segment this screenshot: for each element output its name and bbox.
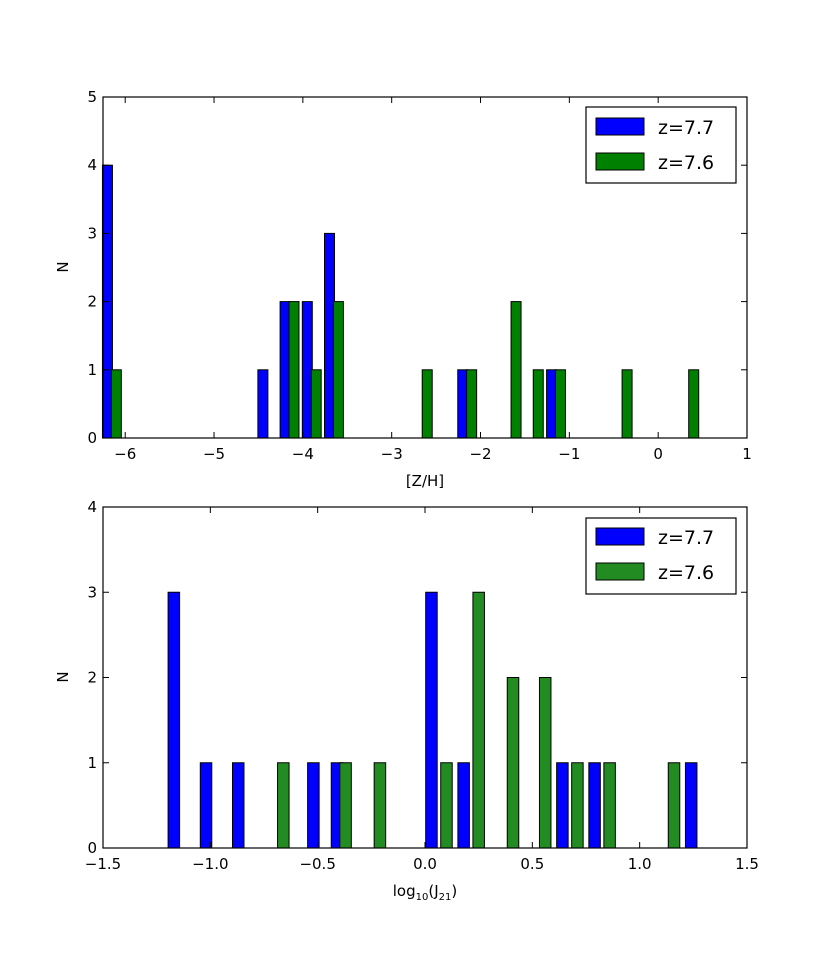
x-axis-label-log: log bbox=[393, 882, 416, 900]
bar-series1-7 bbox=[532, 369, 544, 439]
y-tick-label: 1 bbox=[87, 754, 97, 772]
bar-series1-2 bbox=[373, 762, 387, 849]
x-tick-label: −0.5 bbox=[299, 855, 335, 873]
x-tick-label-group: −1.5 −1.0 −0.5 0.0 0.5 1.0 1.5 bbox=[85, 855, 759, 873]
x-tick-label: −6 bbox=[114, 445, 136, 463]
bar-series0-1 bbox=[199, 762, 213, 849]
y-tick-label: 4 bbox=[87, 498, 97, 516]
y-tick-label: 0 bbox=[87, 429, 97, 447]
bar-series0-3 bbox=[307, 762, 320, 849]
legend-label-z76: z=7.6 bbox=[658, 152, 714, 174]
x-tick-label: −1.0 bbox=[192, 855, 228, 873]
y-tick-label: 2 bbox=[87, 293, 97, 311]
x-tick-label: −4 bbox=[292, 445, 314, 463]
legend: z=7.7 z=7.6 bbox=[585, 517, 737, 595]
y-axis-label: N bbox=[54, 261, 72, 272]
x-tick-label: 0.0 bbox=[413, 855, 437, 873]
legend-label-z77: z=7.7 bbox=[658, 117, 714, 139]
bar-series1-0 bbox=[110, 369, 122, 439]
y-tick-label: 1 bbox=[87, 361, 97, 379]
x-tick-label-group: −6 −5 −4 −3 −2 −1 0 1 bbox=[114, 445, 752, 463]
y-tick-label: 2 bbox=[87, 669, 97, 687]
legend-swatch-z77 bbox=[595, 527, 645, 546]
metallicity-histogram-panel: −6 −5 −4 −3 −2 −1 0 1 0 1 2 3 4 5 [Z/H] N z=7.7 z=7.… bbox=[54, 88, 752, 490]
plot-area-frame bbox=[102, 96, 748, 439]
bar-series0-9 bbox=[684, 762, 698, 849]
y-axis-label: N bbox=[54, 671, 72, 682]
bar-series1-5 bbox=[466, 369, 478, 439]
bar-group bbox=[167, 591, 698, 849]
bar-series1-3 bbox=[332, 301, 344, 439]
x-tick-label: −1.5 bbox=[85, 855, 121, 873]
legend-label-z76: z=7.6 bbox=[658, 562, 714, 584]
bar-series1-0 bbox=[277, 762, 290, 849]
bar-series1-9 bbox=[667, 762, 681, 849]
legend-swatch-z77 bbox=[595, 117, 645, 136]
bar-series0-0 bbox=[167, 591, 181, 849]
y-tick-label: 5 bbox=[87, 88, 97, 106]
bar-series1-3 bbox=[440, 762, 453, 849]
bar-series0-7 bbox=[556, 762, 569, 849]
x-axis-label: log10(J21) bbox=[393, 882, 457, 903]
x-axis-label-arg-sub: 21 bbox=[439, 892, 452, 903]
x-tick-label: 0 bbox=[653, 445, 663, 463]
x-tick-label: 1.0 bbox=[628, 855, 652, 873]
x-axis-label-log-base: 10 bbox=[416, 892, 429, 903]
x-tick-label: −1 bbox=[558, 445, 580, 463]
x-tick-label: −5 bbox=[203, 445, 225, 463]
bar-series1-7 bbox=[571, 762, 584, 849]
bar-series0-8 bbox=[588, 762, 601, 849]
j21-histogram-panel: −1.5 −1.0 −0.5 0.0 0.5 1.0 1.5 0 1 2 3 4 log10(J21… bbox=[54, 498, 759, 903]
y-tick-label: 3 bbox=[87, 224, 97, 242]
legend-swatch-z76 bbox=[595, 562, 645, 581]
bar-series1-1 bbox=[288, 301, 300, 439]
bar-series1-1 bbox=[339, 762, 352, 849]
legend-label-z77: z=7.7 bbox=[658, 527, 714, 549]
bar-series1-8 bbox=[603, 762, 616, 849]
bar-series1-5 bbox=[506, 677, 520, 849]
tick-group bbox=[103, 96, 748, 439]
x-tick-label: 1 bbox=[742, 445, 752, 463]
y-tick-label: 0 bbox=[87, 839, 97, 857]
legend-swatch-z76 bbox=[595, 152, 645, 171]
bar-series1-10 bbox=[688, 369, 700, 439]
bar-series1-2 bbox=[310, 369, 322, 439]
y-tick-label: 3 bbox=[87, 583, 97, 601]
x-axis-label-arg: (J bbox=[428, 882, 438, 900]
bar-series1-4 bbox=[421, 369, 433, 439]
x-tick-label: 1.5 bbox=[735, 855, 759, 873]
bar-series1-8 bbox=[554, 369, 566, 439]
bar-series0-1 bbox=[257, 369, 269, 439]
bar-group bbox=[101, 164, 700, 439]
y-tick-label: 4 bbox=[87, 156, 97, 174]
y-tick-label-group: 0 1 2 3 4 bbox=[87, 498, 97, 857]
x-tick-label: −3 bbox=[381, 445, 403, 463]
bar-series0-6 bbox=[457, 762, 470, 849]
x-axis-label: [Z/H] bbox=[406, 472, 444, 490]
bar-series1-6 bbox=[510, 301, 522, 439]
bar-series0-2 bbox=[231, 762, 245, 849]
x-tick-label: −2 bbox=[469, 445, 491, 463]
legend: z=7.7 z=7.6 bbox=[585, 106, 737, 184]
bar-series0-5 bbox=[425, 591, 438, 849]
x-axis-label-close: ) bbox=[451, 882, 457, 900]
tick-group bbox=[102, 506, 748, 849]
y-tick-label-group: 0 1 2 3 4 5 bbox=[87, 88, 97, 447]
bar-series1-4 bbox=[472, 591, 485, 849]
x-tick-label: 0.5 bbox=[520, 855, 544, 873]
bar-series1-6 bbox=[538, 677, 552, 849]
bar-series1-9 bbox=[621, 369, 633, 439]
